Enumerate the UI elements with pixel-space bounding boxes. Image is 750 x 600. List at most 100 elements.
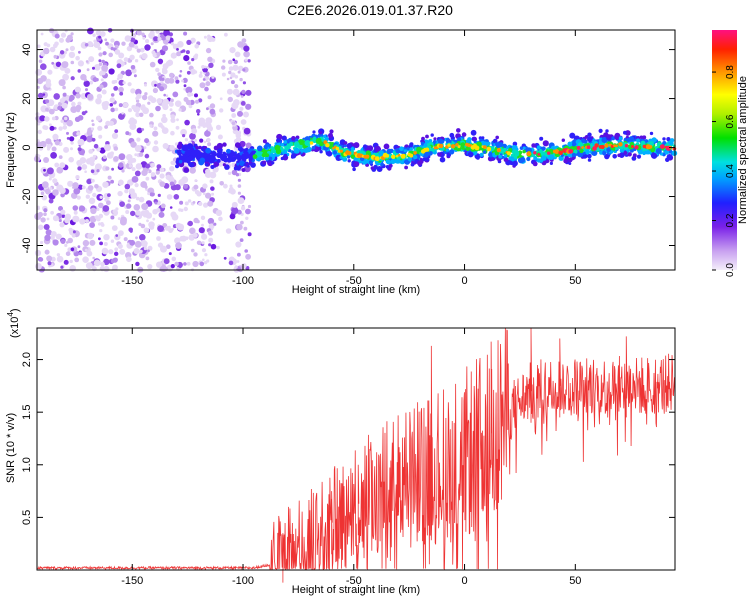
noise-point <box>125 131 130 136</box>
noise-point <box>194 190 200 195</box>
noise-point <box>204 253 208 257</box>
noise-point <box>198 73 203 78</box>
signal-point <box>233 166 238 171</box>
signal-point <box>504 157 509 162</box>
colorbar-tick-label: 0.6 <box>725 114 736 128</box>
noise-point <box>169 145 175 151</box>
signal-point <box>353 142 360 149</box>
signal-point <box>549 161 554 165</box>
noise-point <box>135 261 140 267</box>
signal-point <box>287 148 292 153</box>
signal-point <box>385 165 390 169</box>
noise-point <box>101 89 107 95</box>
spectrogram-points <box>33 27 678 273</box>
noise-point <box>247 232 252 237</box>
noise-point <box>51 116 56 121</box>
noise-point <box>231 169 238 176</box>
signal-point <box>606 147 611 153</box>
noise-point <box>113 40 120 47</box>
noise-point <box>138 196 145 203</box>
noise-point <box>147 192 151 196</box>
noise-point <box>76 159 83 167</box>
noise-point <box>162 98 169 105</box>
peak-point <box>604 143 609 148</box>
noise-point <box>113 146 119 151</box>
noise-point <box>119 91 124 96</box>
x-tick-label: 50 <box>569 575 581 587</box>
noise-point <box>183 262 187 266</box>
signal-point <box>183 167 190 173</box>
noise-point <box>143 241 148 246</box>
noise-point <box>169 206 173 209</box>
noise-point <box>218 216 223 222</box>
noise-point <box>240 101 246 106</box>
noise-point <box>89 215 97 223</box>
noise-point <box>128 41 135 48</box>
noise-point <box>156 51 161 57</box>
noise-point <box>66 119 73 127</box>
noise-point <box>240 95 244 98</box>
noise-point <box>198 227 205 234</box>
noise-point <box>77 60 84 67</box>
signal-point <box>481 136 485 140</box>
noise-point <box>130 192 138 199</box>
signal-point <box>640 140 646 146</box>
noise-point <box>71 233 76 238</box>
noise-point <box>37 216 41 220</box>
signal-point <box>256 145 263 152</box>
noise-point <box>183 206 188 212</box>
noise-point <box>85 194 91 199</box>
noise-point <box>85 60 89 63</box>
noise-point <box>237 252 241 257</box>
colorbar-gradient <box>712 30 737 270</box>
noise-point <box>65 48 69 52</box>
noise-point <box>59 37 64 43</box>
noise-point <box>62 85 66 90</box>
noise-point <box>82 239 90 247</box>
noise-point <box>235 241 242 248</box>
noise-point <box>108 52 113 58</box>
noise-point <box>223 256 227 260</box>
noise-point <box>126 45 133 52</box>
signal-point <box>466 140 470 144</box>
signal-point <box>207 154 214 160</box>
peak-point <box>425 147 430 152</box>
signal-point <box>213 161 220 167</box>
noise-point <box>126 256 132 263</box>
noise-point <box>118 162 124 168</box>
noise-point <box>73 187 81 195</box>
signal-point <box>231 151 237 157</box>
noise-point <box>190 68 196 75</box>
peak-point <box>457 145 461 149</box>
spectrogram-ylabel: Frequency (Hz) <box>5 112 17 188</box>
noise-point <box>104 38 108 42</box>
colorbar: 0.0 0.2 0.4 0.6 0.8 Normalized spectral ampl… <box>712 30 749 277</box>
signal-point <box>430 133 434 137</box>
noise-point <box>127 108 133 113</box>
noise-point <box>76 131 81 136</box>
noise-point <box>232 64 239 71</box>
noise-point <box>120 216 127 224</box>
noise-point <box>159 86 165 92</box>
signal-point <box>642 135 647 140</box>
noise-point <box>100 261 105 267</box>
peak-point <box>374 156 380 162</box>
noise-point <box>60 32 67 38</box>
noise-point <box>235 133 241 139</box>
signal-point <box>216 158 221 163</box>
signal-point <box>472 136 477 142</box>
noise-point <box>189 227 196 235</box>
noise-point <box>201 248 207 253</box>
noise-point <box>114 129 119 134</box>
noise-point <box>78 50 81 54</box>
noise-point <box>147 249 150 253</box>
noise-point <box>49 123 52 127</box>
peak-point <box>455 143 459 147</box>
noise-point <box>196 219 200 224</box>
noise-point <box>231 102 239 110</box>
noise-point <box>123 237 128 242</box>
noise-point <box>150 172 156 177</box>
signal-point <box>571 155 576 160</box>
peak-point <box>400 153 406 159</box>
noise-point <box>133 248 140 255</box>
